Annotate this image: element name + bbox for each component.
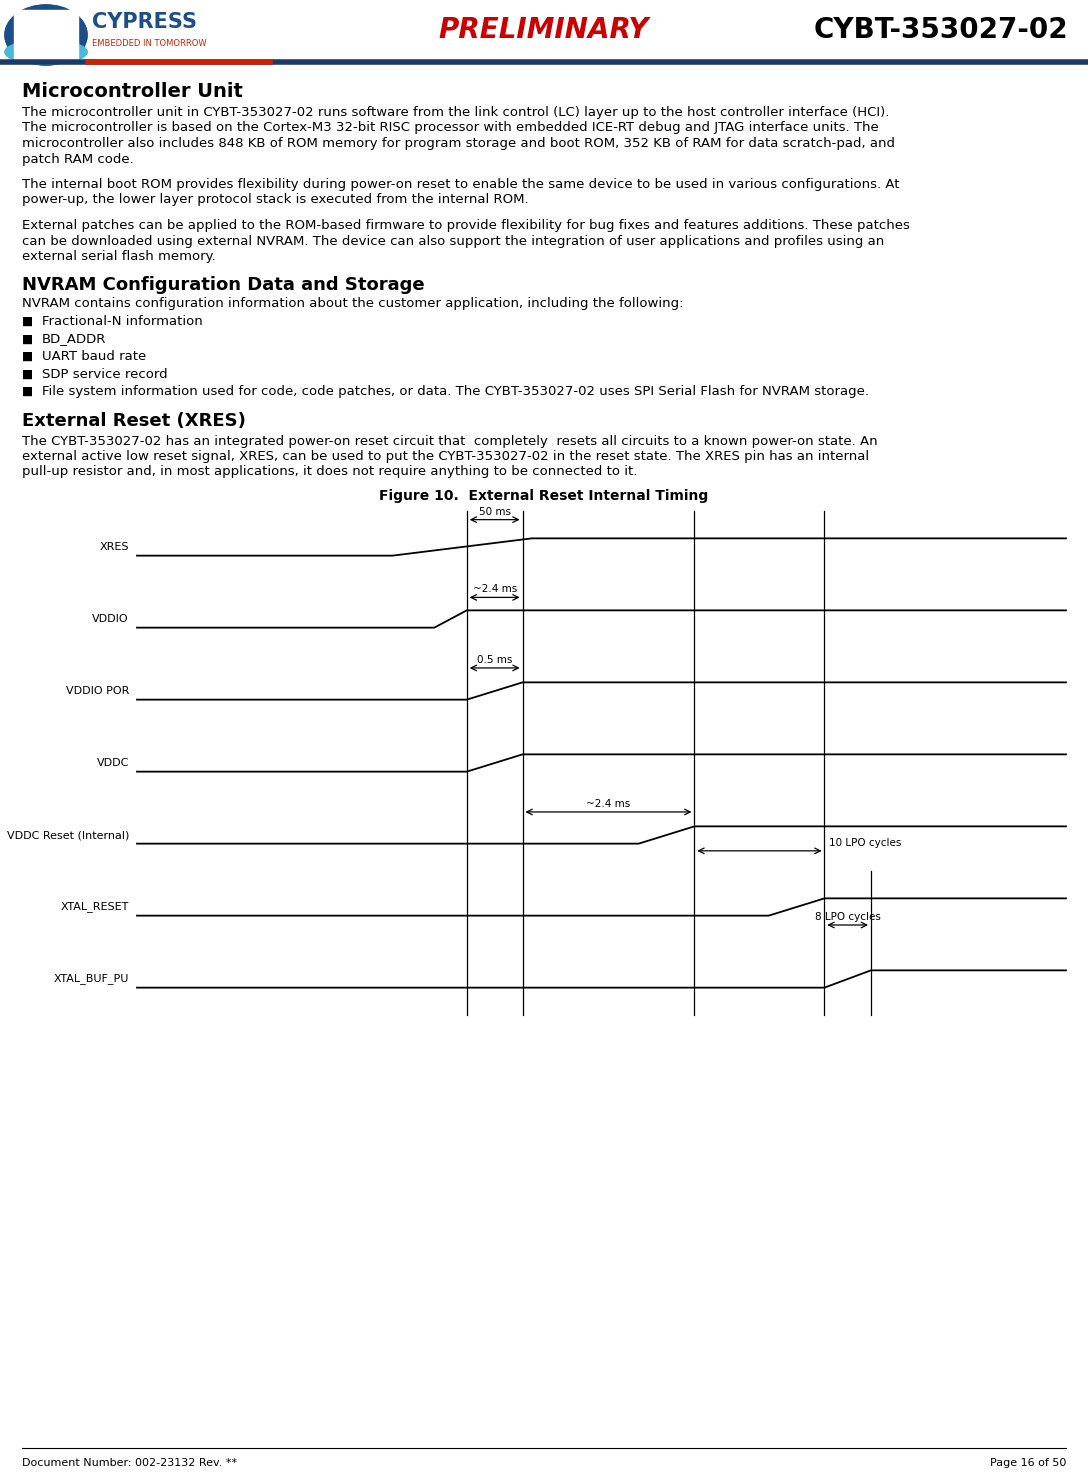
Text: PRELIMINARY: PRELIMINARY (438, 16, 650, 44)
Text: 10 LPO cycles: 10 LPO cycles (829, 838, 902, 848)
Text: Figure 10.  External Reset Internal Timing: Figure 10. External Reset Internal Timin… (380, 488, 708, 503)
Text: 8 LPO cycles: 8 LPO cycles (815, 912, 880, 922)
Text: Document Number: 002-23132 Rev. **: Document Number: 002-23132 Rev. ** (22, 1458, 237, 1468)
Text: Fractional-N information: Fractional-N information (42, 315, 202, 329)
Text: XRES: XRES (99, 542, 129, 552)
Text: microcontroller also includes 848 KB of ROM memory for program storage and boot : microcontroller also includes 848 KB of … (22, 138, 895, 149)
Text: Page 16 of 50: Page 16 of 50 (990, 1458, 1066, 1468)
Bar (14, 10, 78, 62)
Text: can be downloaded using external NVRAM. The device can also support the integrat: can be downloaded using external NVRAM. … (22, 234, 885, 247)
Text: ~2.4 ms: ~2.4 ms (586, 799, 631, 810)
Ellipse shape (5, 40, 87, 64)
Text: ~2.4 ms: ~2.4 ms (472, 585, 517, 595)
Text: CYPRESS: CYPRESS (92, 12, 197, 33)
Text: NVRAM contains configuration information about the customer application, includi: NVRAM contains configuration information… (22, 297, 683, 311)
Text: XTAL_RESET: XTAL_RESET (61, 901, 129, 913)
Text: BD_ADDR: BD_ADDR (42, 333, 107, 345)
Text: ■: ■ (22, 385, 33, 398)
Text: VDDIO: VDDIO (92, 614, 129, 625)
Text: UART baud rate: UART baud rate (42, 349, 146, 363)
Text: The internal boot ROM provides flexibility during power-on reset to enable the s: The internal boot ROM provides flexibili… (22, 178, 900, 191)
Text: VDDC: VDDC (97, 758, 129, 768)
Text: power-up, the lower layer protocol stack is executed from the internal ROM.: power-up, the lower layer protocol stack… (22, 194, 529, 207)
Text: pull-up resistor and, in most applications, it does not require anything to be c: pull-up resistor and, in most applicatio… (22, 466, 638, 478)
Text: CYBT-353027-02: CYBT-353027-02 (814, 16, 1068, 44)
Text: SDP service record: SDP service record (42, 367, 168, 380)
Text: The CYBT-353027-02 has an integrated power-on reset circuit that  completely  re: The CYBT-353027-02 has an integrated pow… (22, 435, 878, 447)
Text: ■: ■ (22, 349, 33, 363)
Text: ■: ■ (22, 367, 33, 380)
Text: External patches can be applied to the ROM-based firmware to provide flexibility: External patches can be applied to the R… (22, 219, 910, 232)
Ellipse shape (5, 4, 87, 65)
Text: 0.5 ms: 0.5 ms (477, 656, 512, 665)
Text: ■: ■ (22, 333, 33, 345)
Text: EMBEDDED IN TOMORROW: EMBEDDED IN TOMORROW (92, 40, 207, 49)
Text: The microcontroller unit in CYBT-353027-02 runs software from the link control (: The microcontroller unit in CYBT-353027-… (22, 107, 889, 118)
Ellipse shape (5, 40, 87, 64)
Text: Microcontroller Unit: Microcontroller Unit (22, 81, 243, 101)
Text: patch RAM code.: patch RAM code. (22, 152, 134, 166)
Text: The microcontroller is based on the Cortex-M3 32-bit RISC processor with embedde: The microcontroller is based on the Cort… (22, 121, 879, 135)
Text: VDDC Reset (Internal): VDDC Reset (Internal) (7, 830, 129, 841)
Ellipse shape (5, 4, 87, 65)
Text: File system information used for code, code patches, or data. The CYBT-353027-02: File system information used for code, c… (42, 385, 869, 398)
Text: NVRAM Configuration Data and Storage: NVRAM Configuration Data and Storage (22, 275, 424, 293)
Text: XTAL_BUF_PU: XTAL_BUF_PU (53, 974, 129, 984)
Text: 50 ms: 50 ms (479, 506, 510, 517)
Text: external serial flash memory.: external serial flash memory. (22, 250, 215, 263)
Text: external active low reset signal, XRES, can be used to put the CYBT-353027-02 in: external active low reset signal, XRES, … (22, 450, 869, 463)
Text: VDDIO POR: VDDIO POR (65, 687, 129, 696)
Text: ■: ■ (22, 315, 33, 329)
Text: External Reset (XRES): External Reset (XRES) (22, 413, 246, 431)
